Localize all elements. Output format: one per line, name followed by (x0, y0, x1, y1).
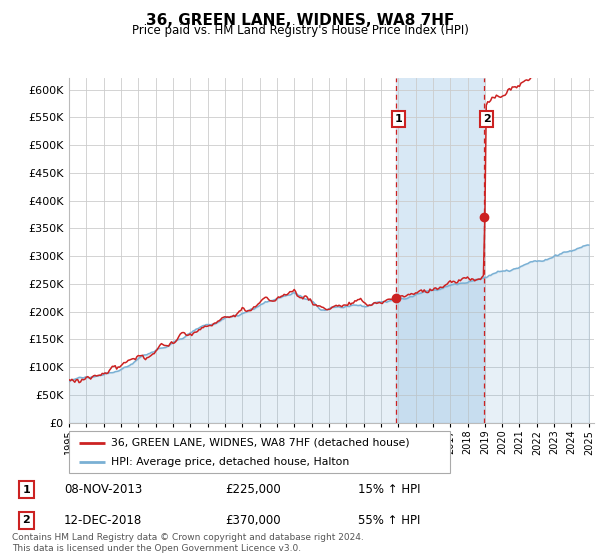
Text: 08-NOV-2013: 08-NOV-2013 (64, 483, 142, 496)
Bar (396, 78, 484, 423)
Text: 15% ↑ HPI: 15% ↑ HPI (358, 483, 420, 496)
Text: 36, GREEN LANE, WIDNES, WA8 7HF: 36, GREEN LANE, WIDNES, WA8 7HF (146, 13, 454, 28)
Text: 55% ↑ HPI: 55% ↑ HPI (358, 514, 420, 527)
Text: £225,000: £225,000 (225, 483, 281, 496)
Text: 1: 1 (395, 114, 403, 124)
FancyBboxPatch shape (69, 431, 450, 473)
Text: £370,000: £370,000 (225, 514, 281, 527)
Text: HPI: Average price, detached house, Halton: HPI: Average price, detached house, Halt… (111, 457, 349, 467)
Text: Price paid vs. HM Land Registry's House Price Index (HPI): Price paid vs. HM Land Registry's House … (131, 24, 469, 37)
Text: 1: 1 (23, 484, 30, 494)
Text: 2: 2 (482, 114, 490, 124)
Text: 2: 2 (23, 515, 30, 525)
Text: 36, GREEN LANE, WIDNES, WA8 7HF (detached house): 36, GREEN LANE, WIDNES, WA8 7HF (detache… (111, 437, 410, 447)
Text: Contains HM Land Registry data © Crown copyright and database right 2024.
This d: Contains HM Land Registry data © Crown c… (12, 533, 364, 553)
Text: 12-DEC-2018: 12-DEC-2018 (64, 514, 142, 527)
